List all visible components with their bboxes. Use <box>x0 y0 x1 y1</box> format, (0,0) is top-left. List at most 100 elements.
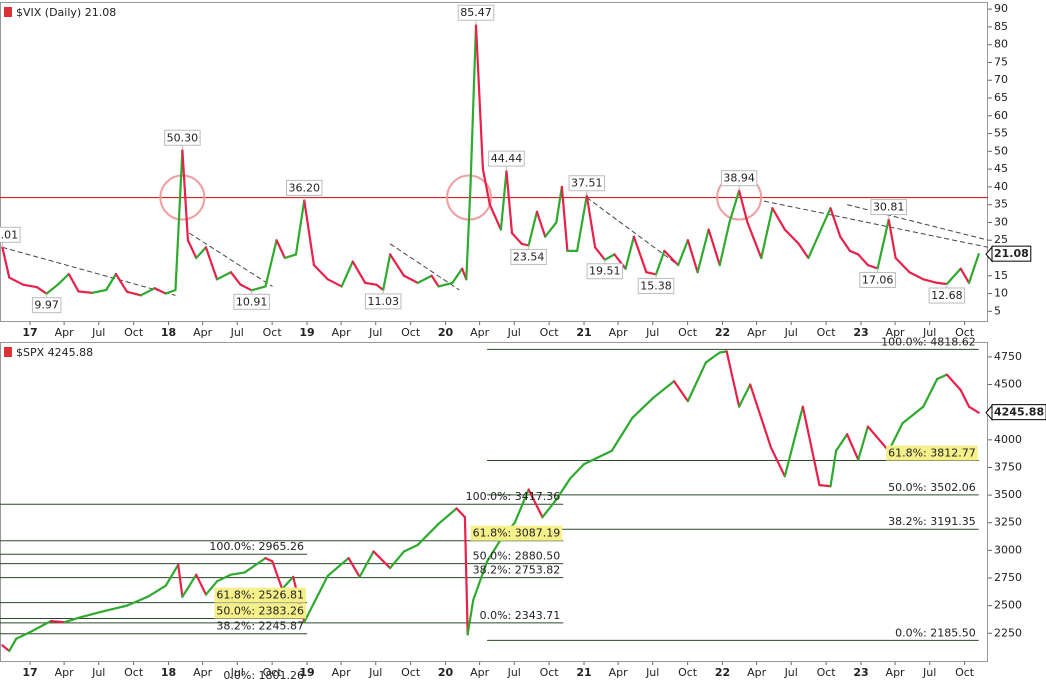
price-segment <box>347 556 361 578</box>
price-segment <box>760 207 774 260</box>
price-segment <box>250 285 267 292</box>
price-segment <box>535 210 547 238</box>
price-segment <box>402 274 419 284</box>
price-segment <box>469 24 478 188</box>
price-segment <box>846 433 860 461</box>
y-tick-label: 35 <box>994 198 1008 211</box>
price-segment <box>866 264 879 270</box>
label-box <box>991 404 1046 421</box>
trend-line <box>763 200 988 248</box>
annotation-label: 38.94 <box>723 172 755 185</box>
x-tick-label: 18 <box>161 666 176 679</box>
price-segment <box>351 260 367 284</box>
price-segment <box>114 272 129 293</box>
price-segment <box>67 272 80 293</box>
x-tick-label: Oct <box>124 666 144 679</box>
price-segment <box>829 207 842 238</box>
price-segment <box>164 288 177 295</box>
annotation-label: 85.47 <box>460 6 492 19</box>
x-tick-label: 21 <box>576 326 591 339</box>
price-segment <box>718 350 728 354</box>
price-segment <box>936 281 948 286</box>
price-segment <box>364 281 378 286</box>
price-segment <box>243 556 267 574</box>
price-segment <box>505 170 514 235</box>
x-tick-label: Jul <box>922 666 936 679</box>
price-segment <box>797 242 810 260</box>
x-tick-label: Apr <box>55 666 75 679</box>
price-segment <box>876 218 890 270</box>
price-segment <box>372 550 392 570</box>
label-box <box>859 271 896 288</box>
price-segment <box>77 611 101 619</box>
panel-frame <box>0 342 988 662</box>
label-box <box>637 277 675 294</box>
y-tick-label: 2250 <box>994 626 1022 639</box>
price-segment <box>271 560 284 591</box>
annotation-label: 50.30 <box>167 131 199 144</box>
price-segment <box>783 405 804 478</box>
price-segment <box>901 405 925 425</box>
y-tick-label: 3500 <box>994 488 1022 501</box>
price-segment <box>49 620 66 624</box>
price-segment <box>195 246 208 260</box>
price-segment <box>45 283 59 295</box>
x-tick-label: Apr <box>609 326 629 339</box>
price-segment <box>181 149 190 242</box>
price-segment <box>195 573 208 596</box>
label-box <box>886 445 978 461</box>
label-box <box>870 199 907 216</box>
x-tick-label: Apr <box>470 666 490 679</box>
y-tick-label: 2500 <box>994 599 1022 612</box>
price-segment <box>783 228 800 245</box>
price-segment <box>340 260 354 288</box>
x-tick-label: Jul <box>368 666 382 679</box>
x-tick-label: Oct <box>955 666 975 679</box>
fib-label: 100.0%: 4818.62 <box>881 335 976 348</box>
annotation-label: 30.81 <box>873 201 905 214</box>
x-tick-label: Jul <box>368 326 382 339</box>
price-segment <box>672 380 689 403</box>
price-segment <box>437 507 458 525</box>
price-segment <box>603 253 616 261</box>
x-tick-label: Oct <box>124 326 144 339</box>
price-segment <box>575 194 588 252</box>
price-segment <box>8 276 25 286</box>
y-tick-label: 55 <box>994 127 1008 140</box>
price-segment <box>887 218 897 260</box>
price-segment <box>818 484 832 488</box>
price-segment <box>569 463 586 480</box>
y-tick-label: 4750 <box>994 350 1022 363</box>
annotation-label: 23.01 <box>0 228 18 241</box>
price-segment <box>294 199 306 256</box>
price-segment <box>936 373 948 381</box>
label-box <box>488 150 525 167</box>
price-segment <box>510 232 523 245</box>
x-tick-label: Oct <box>540 326 560 339</box>
price-segment <box>139 287 156 297</box>
price-segment <box>382 253 392 291</box>
x-tick-label: Oct <box>401 666 421 679</box>
y-tick-label: 80 <box>994 38 1008 51</box>
trend-line <box>586 197 679 266</box>
y-tick-label: 3000 <box>994 543 1022 556</box>
price-segment <box>451 267 464 284</box>
price-segment <box>839 235 852 252</box>
label-box <box>991 245 1032 262</box>
label-box <box>470 525 563 541</box>
price-segment <box>738 383 752 408</box>
price-segment <box>894 256 911 274</box>
price-segment <box>527 488 544 519</box>
label-box <box>233 293 270 310</box>
x-tick-label: 22 <box>715 326 730 339</box>
x-tick-label: Jul <box>645 326 659 339</box>
price-segment <box>358 550 375 578</box>
annotation-label: 19.51 <box>589 265 621 278</box>
fib-label: 61.8%: 3812.77 <box>888 447 976 460</box>
price-segment <box>541 498 558 519</box>
x-tick-label: 20 <box>438 326 454 339</box>
price-segment <box>593 246 606 261</box>
price-segment <box>312 264 329 281</box>
price-segment <box>922 278 939 284</box>
price-segment <box>485 538 503 563</box>
